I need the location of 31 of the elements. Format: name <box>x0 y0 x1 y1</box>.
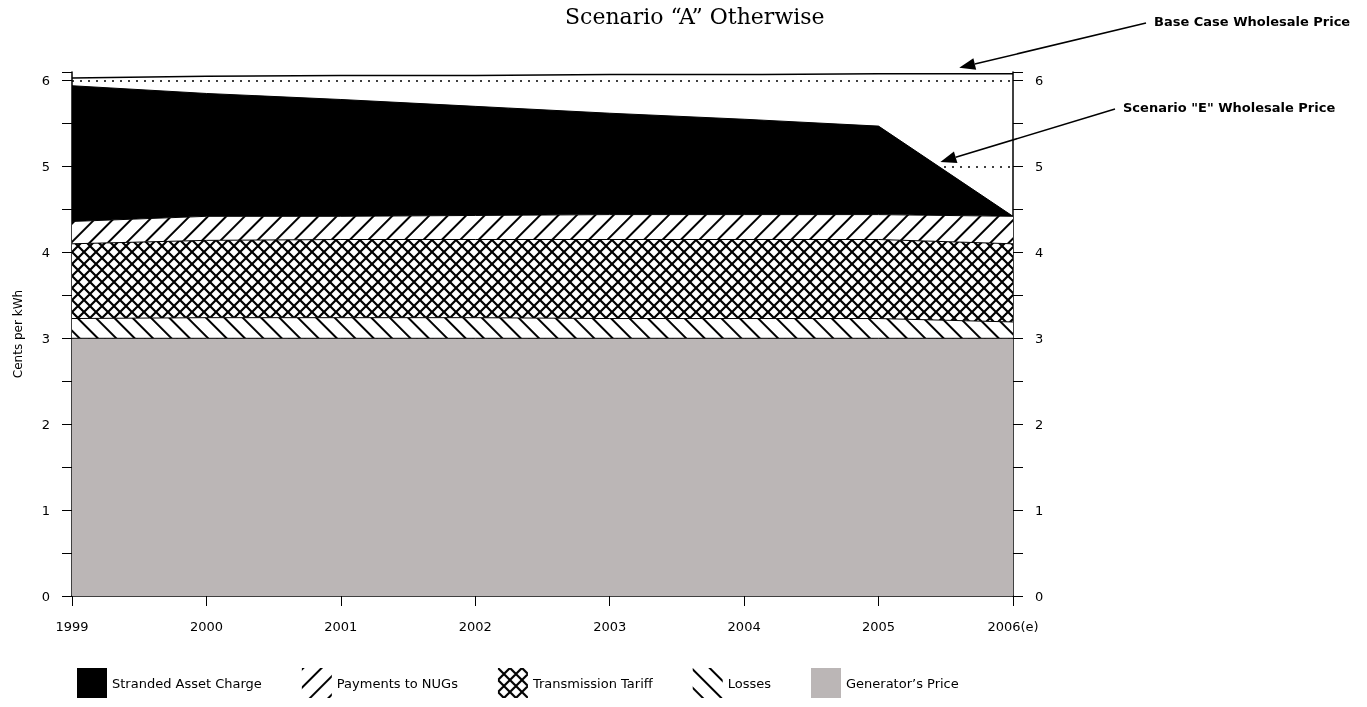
y2-tick-label: 3 <box>1035 330 1044 346</box>
x-tick-label: 1999 <box>55 619 89 634</box>
y2-tick-label: 2 <box>1035 416 1044 432</box>
x-tick-label: 2003 <box>593 619 627 634</box>
x-tick-label: 2001 <box>324 619 358 634</box>
x-tick-label: 2005 <box>862 619 896 634</box>
x-tick-label: 2006(e) <box>987 619 1039 634</box>
y-axis-title: Cents per kWh <box>11 289 25 379</box>
y-tick-label: 5 <box>41 158 50 174</box>
legend-label: Losses <box>727 675 772 691</box>
legend-label: Payments to NUGs <box>336 675 459 691</box>
legend-label: Stranded Asset Charge <box>112 675 262 691</box>
y-tick-label: 4 <box>41 244 50 260</box>
y-tick-label: 0 <box>41 588 50 604</box>
x-tick-label: 2004 <box>727 619 761 634</box>
y2-tick-label: 1 <box>1035 502 1044 518</box>
y-tick-label: 6 <box>41 73 50 89</box>
chart-title: Scenario “A” Otherwise <box>565 3 825 29</box>
x-tick-label: 2000 <box>189 619 223 634</box>
legend-label: Generator’s Price <box>846 675 959 691</box>
y2-tick-label: 0 <box>1035 588 1044 604</box>
y2-tick-label: 6 <box>1035 73 1044 89</box>
y-tick-label: 1 <box>41 502 50 518</box>
y2-tick-label: 5 <box>1035 158 1044 174</box>
y2-tick-label: 4 <box>1035 244 1044 260</box>
text: Base Case Wholesale Price <box>1154 14 1351 29</box>
text: Scenario "E" Wholesale Price <box>1123 100 1336 115</box>
y-tick-label: 2 <box>41 416 50 432</box>
y-tick-label: 3 <box>41 330 50 346</box>
x-tick-label: 2002 <box>458 619 492 634</box>
legend-label: Transmission Tariff <box>531 675 654 691</box>
